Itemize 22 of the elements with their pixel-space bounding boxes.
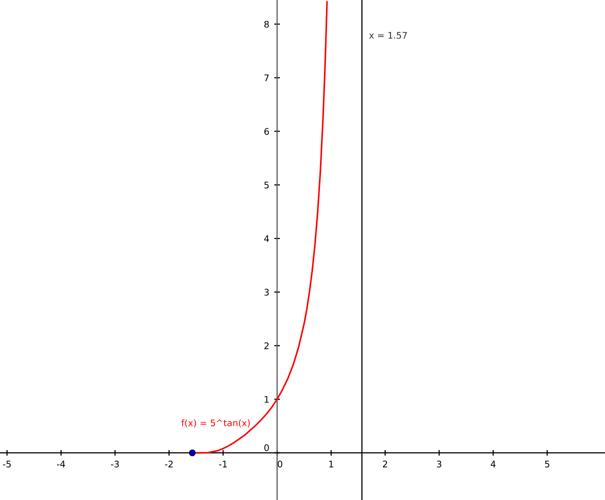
x-tick-label: -2 xyxy=(165,460,173,468)
x-tick-label: 3 xyxy=(436,460,442,468)
x-tick-label: -5 xyxy=(2,460,11,468)
y-tick-label: 5 xyxy=(264,182,269,188)
x-tick-label: 2 xyxy=(382,460,388,468)
y-tick-label: 7 xyxy=(264,74,269,82)
x-tick-label: 1 xyxy=(329,460,334,468)
x-tick-label: -1 xyxy=(219,460,227,468)
x-tick-label: 4 xyxy=(490,460,496,468)
y-tick-label: 6 xyxy=(264,128,269,135)
y-tick-label: 2 xyxy=(264,342,269,350)
x-tick-label: -3 xyxy=(111,460,119,468)
series-label: f(x) = 5^tan(x) xyxy=(181,419,250,428)
x-tick-label: 5 xyxy=(545,460,550,468)
x-tick-label: 0 xyxy=(278,460,282,468)
y-tick-label: 4 xyxy=(264,235,269,242)
y-tick-label: 0 xyxy=(264,444,269,452)
y-tick-label: 8 xyxy=(264,20,269,28)
y-tick-label: 1 xyxy=(264,396,269,403)
ref-line-label: x = 1.57 xyxy=(369,32,407,39)
y-tick-label: 3 xyxy=(264,288,269,296)
x-tick-label: -4 xyxy=(56,460,66,468)
